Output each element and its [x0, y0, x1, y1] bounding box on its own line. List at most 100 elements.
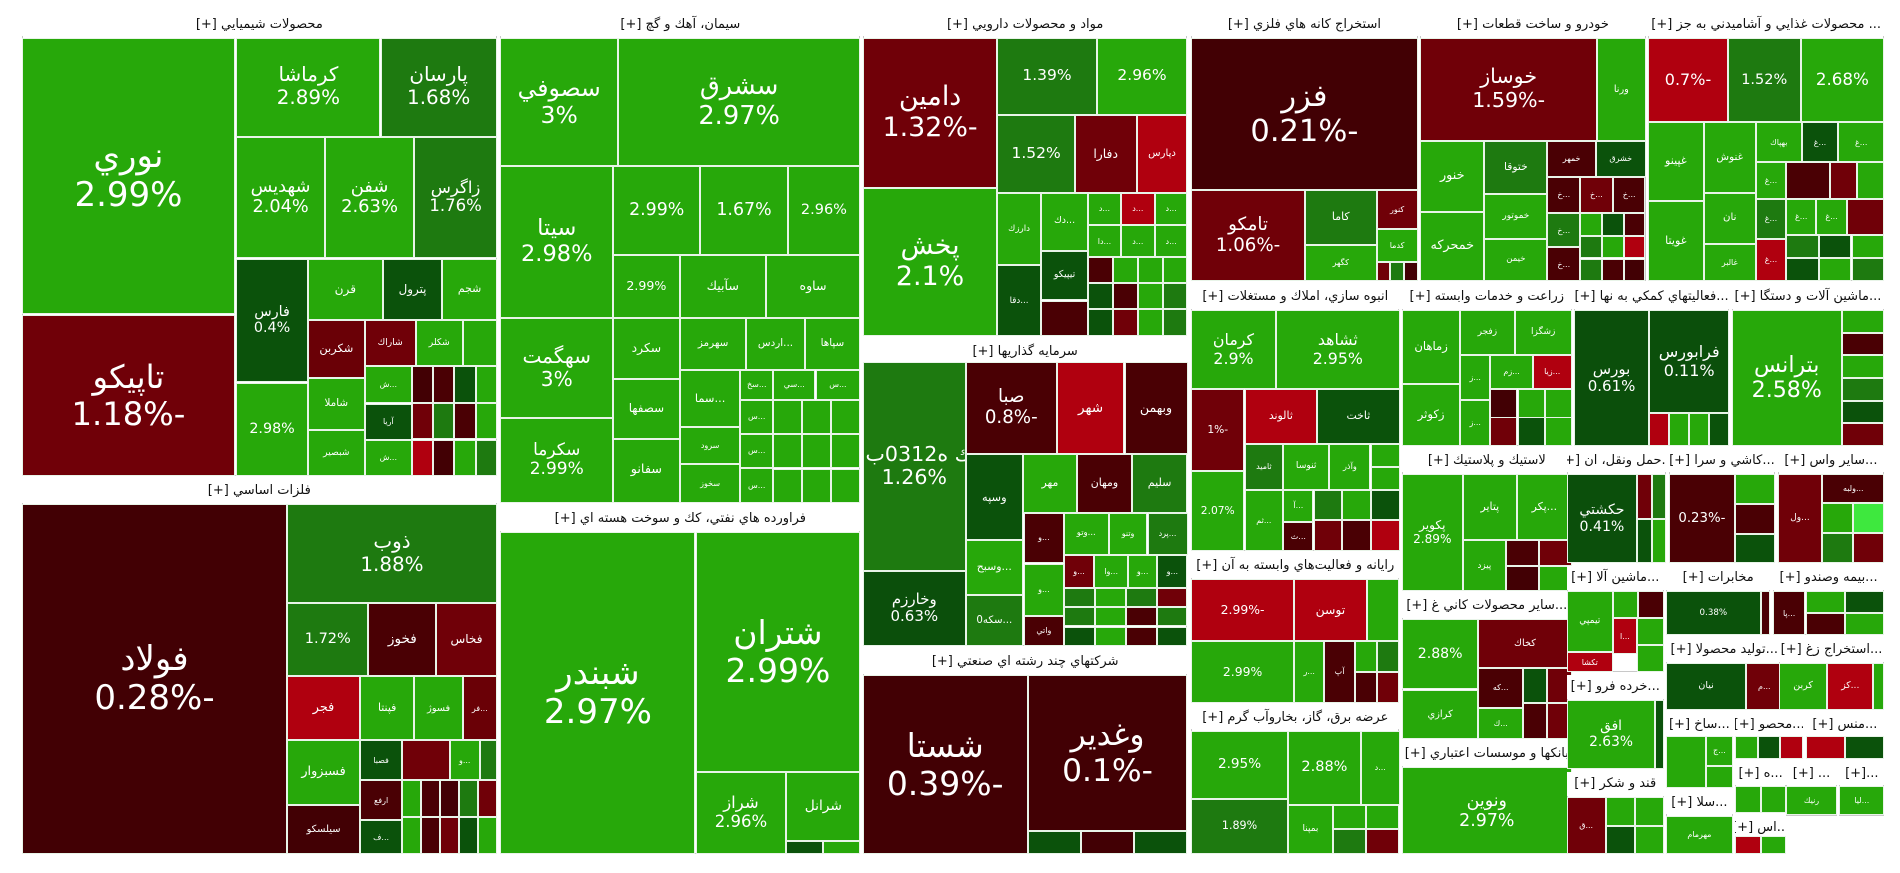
- treemap-tile-small[interactable]: [1841, 332, 1885, 356]
- treemap-tile-small[interactable]: [1666, 735, 1707, 788]
- treemap-tile-small[interactable]: [1088, 283, 1113, 310]
- treemap-tile-small[interactable]: [433, 365, 455, 403]
- treemap-tile-small[interactable]: [1063, 607, 1095, 627]
- treemap-tile[interactable]: سخوز: [679, 464, 741, 503]
- treemap-tile[interactable]: سيلسكو: [287, 804, 360, 855]
- treemap-tile[interactable]: 2.95%: [1191, 730, 1288, 799]
- treemap-tile-small[interactable]: [1623, 235, 1646, 259]
- treemap-tile-small[interactable]: [1137, 309, 1163, 336]
- treemap-tile-small[interactable]: [1027, 831, 1081, 855]
- treemap-tile-small[interactable]: [1404, 261, 1418, 282]
- sector-header[interactable]: ...ساخ [+]: [1666, 712, 1733, 737]
- treemap-tile[interactable]: ...د: [1154, 192, 1188, 226]
- treemap-tile[interactable]: كنور: [1376, 190, 1418, 229]
- treemap-tile[interactable]: فولاد -0.28%: [21, 504, 288, 855]
- treemap-tile[interactable]: غويتا: [1648, 201, 1704, 282]
- treemap-tile[interactable]: بترانس 2.58%: [1731, 310, 1842, 446]
- sector-header[interactable]: شركتهاي چند رشته اي صنعتي [+]: [862, 649, 1188, 674]
- treemap-tile[interactable]: فخاس: [436, 603, 497, 677]
- treemap-tile[interactable]: سصفها: [613, 379, 680, 439]
- sector-header[interactable]: ...فعاليتهاي كمكي به نها [+]: [1574, 284, 1730, 309]
- treemap-tile-small[interactable]: [1376, 261, 1391, 282]
- treemap-tile[interactable]: پيزد: [1462, 540, 1507, 592]
- treemap-tile[interactable]: وبهمن: [1124, 362, 1188, 455]
- treemap-tile[interactable]: ...د: [1360, 730, 1400, 805]
- treemap-tile[interactable]: ...غ: [1838, 122, 1885, 163]
- treemap-tile-small[interactable]: [477, 817, 497, 855]
- treemap-tile-small[interactable]: [454, 402, 476, 440]
- treemap-tile[interactable]: ...ث: [1283, 522, 1314, 552]
- sector-header[interactable]: ...ماشين آلات و دستگا [+]: [1731, 284, 1885, 309]
- treemap-tile-small[interactable]: [1134, 831, 1188, 855]
- treemap-tile-small[interactable]: [475, 439, 497, 477]
- treemap-tile[interactable]: ...خ: [1612, 176, 1646, 214]
- treemap-tile[interactable]: تامكو -1.06%: [1191, 190, 1305, 282]
- sector-header[interactable]: ...بيمه وصندو [+]: [1772, 565, 1885, 591]
- treemap-tile[interactable]: ...فر: [462, 676, 497, 741]
- treemap-tile[interactable]: سيتا 2.98%: [500, 166, 614, 318]
- sector-header[interactable]: عرضه برق، گاز، بخاروآب گرم [+]: [1191, 705, 1400, 730]
- treemap-tile[interactable]: آپ: [1324, 641, 1355, 703]
- treemap-tile-small[interactable]: [1366, 804, 1400, 830]
- treemap-tile-small[interactable]: [421, 780, 441, 818]
- treemap-tile[interactable]: 2.88%: [1288, 730, 1361, 805]
- treemap-tile[interactable]: ...و: [1157, 555, 1188, 588]
- treemap-tile-small[interactable]: [1818, 235, 1852, 259]
- treemap-tile-small[interactable]: [1757, 735, 1781, 759]
- treemap-tile[interactable]: سكرما 2.99%: [500, 418, 614, 503]
- treemap-tile-small[interactable]: [454, 439, 476, 477]
- treemap-tile-small[interactable]: [1844, 591, 1885, 614]
- treemap-tile[interactable]: ...ليا: [1839, 786, 1885, 816]
- treemap-tile-small[interactable]: [1637, 645, 1664, 673]
- treemap-tile-small[interactable]: [1822, 502, 1854, 534]
- treemap-tile[interactable]: شبصير: [307, 430, 365, 477]
- treemap-tile[interactable]: توسن: [1294, 579, 1367, 641]
- treemap-tile-small[interactable]: [1623, 258, 1646, 282]
- treemap-tile[interactable]: كدما: [1376, 229, 1418, 262]
- treemap-tile-small[interactable]: [1844, 735, 1885, 759]
- treemap-tile[interactable]: ...و: [449, 740, 480, 781]
- treemap-tile-small[interactable]: [1517, 389, 1545, 418]
- treemap-tile[interactable]: زاگرس 1.76%: [414, 136, 497, 259]
- treemap-tile[interactable]: پكوير 2.89%: [1402, 473, 1463, 592]
- treemap-tile[interactable]: خنور: [1420, 140, 1485, 213]
- treemap-tile-small[interactable]: [1780, 735, 1803, 759]
- treemap-tile[interactable]: مهرمام: [1666, 815, 1733, 855]
- treemap-tile-small[interactable]: [1125, 587, 1157, 608]
- treemap-tile[interactable]: وتنو: [1108, 512, 1148, 555]
- treemap-tile[interactable]: بورس 0.61%: [1574, 310, 1650, 446]
- treemap-tile[interactable]: ...و: [1023, 512, 1064, 564]
- treemap-tile[interactable]: ثشاهد 2.95%: [1276, 310, 1400, 389]
- treemap-tile[interactable]: ارفع: [359, 780, 403, 821]
- treemap-tile[interactable]: 0.38%: [1666, 591, 1761, 635]
- treemap-tile-small[interactable]: [459, 780, 478, 818]
- sector-header[interactable]: ...ه [+]: [1735, 761, 1787, 786]
- treemap-tile[interactable]: سپاها: [804, 317, 861, 370]
- treemap-tile[interactable]: سفانو: [613, 438, 680, 503]
- treemap-tile-small[interactable]: [823, 840, 861, 855]
- treemap-tile[interactable]: ...وسبح: [965, 540, 1023, 595]
- treemap-tile[interactable]: 2.99%: [1191, 641, 1295, 703]
- treemap-tile[interactable]: ...سخ: [740, 369, 774, 400]
- treemap-tile-small[interactable]: [1638, 591, 1664, 618]
- treemap-tile[interactable]: قرن: [307, 259, 383, 320]
- sector-header[interactable]: ...كاشي و سرا [+]: [1668, 448, 1776, 473]
- treemap-tile[interactable]: -1%: [1191, 389, 1245, 472]
- treemap-tile[interactable]: نان: [1703, 192, 1756, 244]
- treemap-tile[interactable]: ...غ: [1786, 198, 1817, 236]
- treemap-tile[interactable]: ...س: [740, 433, 774, 468]
- treemap-tile-small[interactable]: [1080, 831, 1135, 855]
- treemap-tile[interactable]: شستا -0.39%: [862, 674, 1028, 855]
- treemap-tile[interactable]: 1.67%: [700, 166, 788, 255]
- sector-header[interactable]: استخراج كانه هاي فلزي [+]: [1191, 12, 1418, 37]
- treemap-tile[interactable]: 2.99%: [613, 166, 701, 255]
- treemap-tile-small[interactable]: [477, 780, 497, 818]
- treemap-tile-small[interactable]: [1156, 626, 1188, 646]
- treemap-tile-small[interactable]: [1523, 667, 1548, 704]
- treemap-tile-small[interactable]: [1735, 503, 1776, 534]
- treemap-tile-small[interactable]: [831, 399, 861, 435]
- treemap-tile-small[interactable]: [1829, 162, 1857, 199]
- sector-header[interactable]: ...اس [+]: [1735, 815, 1787, 840]
- treemap-tile-small[interactable]: [1088, 309, 1113, 336]
- sector-header[interactable]: سيمان، آهك و گچ [+]: [500, 12, 861, 37]
